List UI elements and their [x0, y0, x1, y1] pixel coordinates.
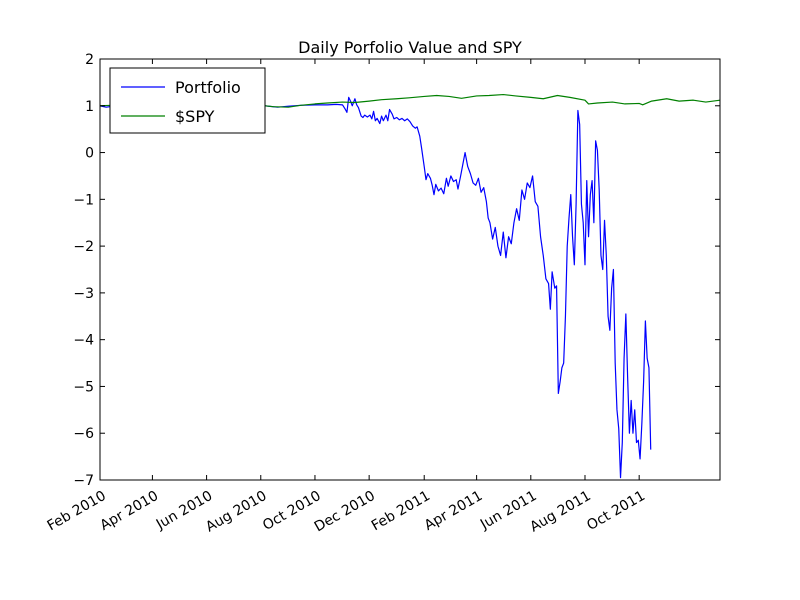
- chart-title: Daily Porfolio Value and SPY: [298, 38, 522, 57]
- legend-label-spy: $SPY: [175, 107, 215, 126]
- y-tick-label: 0: [85, 146, 94, 162]
- y-tick-label: 1: [85, 99, 94, 115]
- y-tick-label: −6: [73, 426, 94, 442]
- legend-box: [109, 67, 266, 134]
- axes-frame: [99, 58, 721, 481]
- legend: Portfolio $SPY: [109, 67, 266, 134]
- legend-label-portfolio: Portfolio: [175, 78, 241, 97]
- y-tick-label: −5: [73, 379, 94, 395]
- series-line-portfolio: [100, 96, 652, 479]
- y-tick-label: −2: [73, 239, 94, 255]
- y-tick-label: 2: [85, 52, 94, 68]
- y-tick-label: −7: [73, 473, 94, 489]
- y-tick-label: −4: [73, 333, 94, 349]
- y-tick-label: −3: [73, 286, 94, 302]
- y-tick-label: −1: [73, 192, 94, 208]
